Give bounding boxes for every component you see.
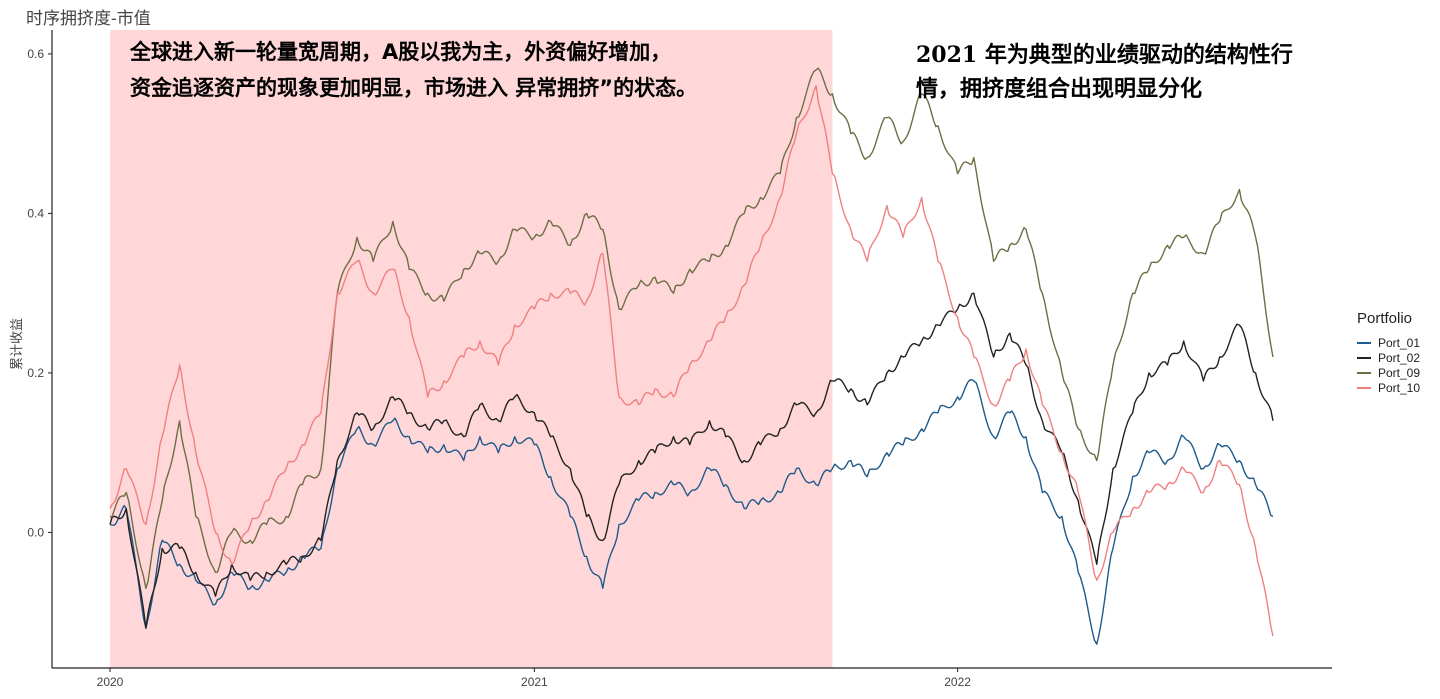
y-tick-label: 0.0 <box>27 525 44 539</box>
legend-label-port-02: Port_02 <box>1378 350 1421 365</box>
annotation-right: 2021 年为典型的业绩驱动的结构性行 情，拥挤度组合出现明显分化 <box>916 38 1293 106</box>
annotation-left-line-2: 资金追逐资产的现象更加明显，市场进入 异常拥挤”的状态。 <box>130 76 698 100</box>
legend-item-port-01: Port_01 <box>1357 335 1420 350</box>
series-line-port-10 <box>109 85 1274 637</box>
legend-title: Portfolio <box>1357 310 1413 327</box>
y-tick-label: 0.6 <box>27 47 44 61</box>
series-line-port-09 <box>109 67 1274 589</box>
x-tick-label: 2020 <box>97 675 124 689</box>
annotation-right-line-1: 2021 年为典型的业绩驱动的结构性行 <box>916 42 1293 68</box>
series-layer <box>109 67 1274 645</box>
legend-key-port-10 <box>1357 386 1371 389</box>
legend-label-port-09: Port_09 <box>1378 365 1421 380</box>
annotation-left-line-1: 全球进入新一轮量宽周期，A股以我为主，外资偏好增加， <box>130 40 672 64</box>
legend-item-port-09: Port_09 <box>1357 365 1420 380</box>
legend-item-port-10: Port_10 <box>1357 380 1420 395</box>
x-tick-label: 2021 <box>521 675 548 689</box>
chart-title: 时序拥挤度-市值 <box>26 9 151 29</box>
y-tick-label: 0.4 <box>27 206 44 220</box>
x-tick-label: 2022 <box>944 675 971 689</box>
axes-layer: 0.0 0.2 0.4 0.6 2020 2021 2022 <box>27 30 1332 689</box>
legend-label-port-10: Port_10 <box>1378 380 1421 395</box>
annotation-left: 全球进入新一轮量宽周期，A股以我为主，外资偏好增加， 资金追逐资产的现象更加明显… <box>130 34 697 106</box>
legend-label-port-01: Port_01 <box>1378 335 1421 350</box>
y-axis-label: 累计收益 <box>10 317 25 370</box>
legend: Portfolio Port_01 Port_02 Port_09 Port_1… <box>1357 310 1420 395</box>
annotation-right-line-2: 情，拥挤度组合出现明显分化 <box>916 76 1203 102</box>
y-tick-label: 0.2 <box>27 366 44 380</box>
legend-item-port-02: Port_02 <box>1357 350 1420 365</box>
legend-key-port-09 <box>1357 371 1371 374</box>
series-line-port-02 <box>109 292 1274 629</box>
legend-key-port-01 <box>1357 341 1371 344</box>
legend-key-port-02 <box>1357 356 1371 359</box>
